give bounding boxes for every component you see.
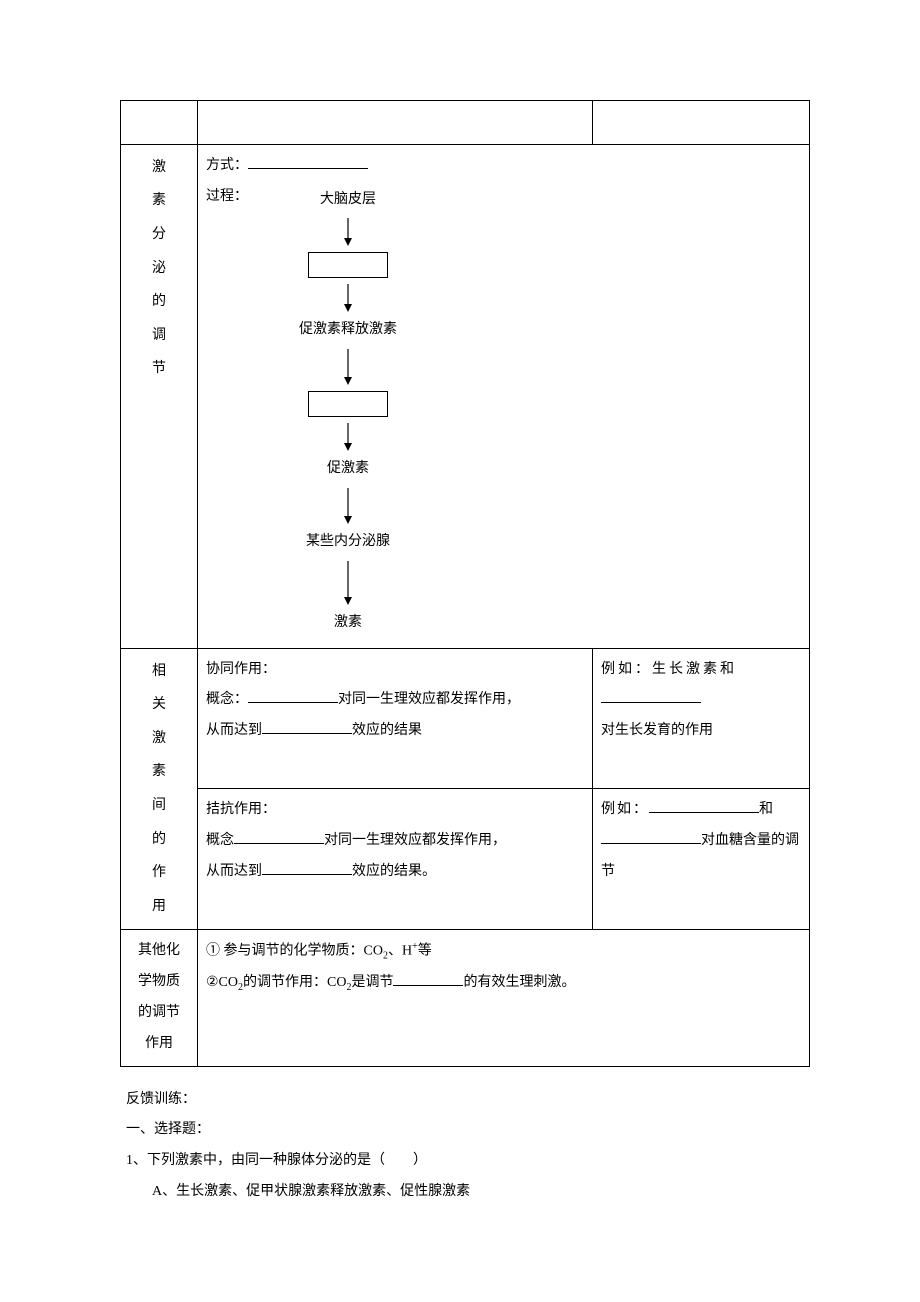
other-line1-b: 、H (388, 944, 412, 959)
synergy-result-pre: 从而达到 (206, 723, 262, 738)
other-blank (393, 971, 463, 986)
other-line2-b: 的调节作用：CO (243, 975, 346, 990)
other-line1-a: ① 参与调节的化学物质：CO (206, 944, 383, 959)
other-line2-a: ②CO (206, 975, 238, 990)
related-side-label: 相关激素间的作用 (121, 648, 198, 930)
other-cell: ① 参与调节的化学物质：CO2、H+等 ②CO2的调节作用：CO2是调节的有效生… (198, 930, 810, 1066)
antagonism-example-blank2 (601, 829, 701, 844)
synergy-example-line2: 对生长发育的作用 (601, 723, 713, 738)
arrow-down-icon (338, 423, 358, 451)
flow-node-box (308, 252, 388, 278)
question-1-option-a: A、生长激素、促甲状腺激素释放激素、促性腺激素 (126, 1177, 810, 1208)
after-section: 反馈训练： 一、选择题： 1、下列激素中，由同一种腺体分泌的是（ ） A、生长激… (120, 1085, 810, 1208)
other-line2-d: 的有效生理刺激。 (463, 975, 575, 990)
antagonism-example-post: 和 (759, 802, 773, 817)
flow-cell: 方式： 过程： 大脑皮层 促激素释放激素 促激素 某些内分泌腺 (198, 144, 810, 648)
antagonism-blank2 (262, 860, 352, 875)
synergy-concept-post: 对同一生理效应都发挥作用， (338, 692, 520, 707)
flow-side-label: 激素分泌的调节 (121, 144, 198, 648)
flow-node-text: 大脑皮层 (288, 185, 408, 216)
synergy-concept-pre: 概念： (206, 692, 248, 707)
blank-label-cell (121, 101, 198, 145)
arrow-down-icon (338, 284, 358, 312)
arrow-down-icon (338, 488, 358, 524)
synergy-blank2 (262, 719, 352, 734)
arrow-down-icon (338, 349, 358, 385)
arrow-down-icon (338, 561, 358, 605)
antagonism-result-post: 效应的结果。 (352, 864, 436, 879)
main-table: 激素分泌的调节 方式： 过程： 大脑皮层 促激素释放激素 促激素 (120, 100, 810, 1067)
other-line1-c: 等 (418, 944, 432, 959)
antagonism-blank (234, 829, 324, 844)
synergy-title: 协同作用： (206, 662, 276, 677)
flow-node-text: 促激素释放激素 (288, 315, 408, 346)
other-line2-c: 是调节 (351, 975, 393, 990)
antagonism-cell: 拮抗作用： 概念 对同一生理效应都发挥作用， 从而达到 效应的结果。 (198, 789, 593, 930)
antagonism-result-pre: 从而达到 (206, 864, 262, 879)
question-1: 1、下列激素中，由同一种腺体分泌的是（ ） (126, 1146, 810, 1177)
feedback-heading: 反馈训练： (126, 1085, 810, 1116)
synergy-example-line1: 例如：生长激素和 (601, 662, 737, 677)
synergy-result-post: 效应的结果 (352, 723, 422, 738)
flow-node-text: 促激素 (288, 454, 408, 485)
other-side-label: 其他化 学物质 的调节 作用 (121, 930, 198, 1066)
synergy-blank (248, 688, 338, 703)
antagonism-concept-pre: 概念 (206, 833, 234, 848)
flow-node-box (308, 391, 388, 417)
flow-process-label: 过程： (206, 182, 248, 213)
antagonism-title: 拮抗作用： (206, 802, 276, 817)
synergy-cell: 协同作用： 概念： 对同一生理效应都发挥作用， 从而达到 效应的结果 (198, 648, 593, 789)
synergy-example-blank (601, 688, 701, 703)
antagonism-example-blank (649, 798, 759, 813)
flow-mode-label: 方式： (206, 158, 248, 173)
flow-node-text: 激素 (288, 608, 408, 639)
flow-mode-blank (248, 154, 368, 169)
antagonism-example-pre: 例如： (601, 802, 649, 817)
flowchart: 大脑皮层 促激素释放激素 促激素 某些内分泌腺 激素 (288, 182, 408, 642)
blank-mid-cell (198, 101, 593, 145)
blank-right-cell (593, 101, 810, 145)
synergy-example-cell: 例如：生长激素和 对生长发育的作用 (593, 648, 810, 789)
antagonism-concept-post: 对同一生理效应都发挥作用， (324, 833, 506, 848)
flow-node-text: 某些内分泌腺 (288, 527, 408, 558)
antagonism-example-cell: 例如：和 对血糖含量的调节 (593, 789, 810, 930)
arrow-down-icon (338, 218, 358, 246)
section1-heading: 一、选择题： (126, 1115, 810, 1146)
